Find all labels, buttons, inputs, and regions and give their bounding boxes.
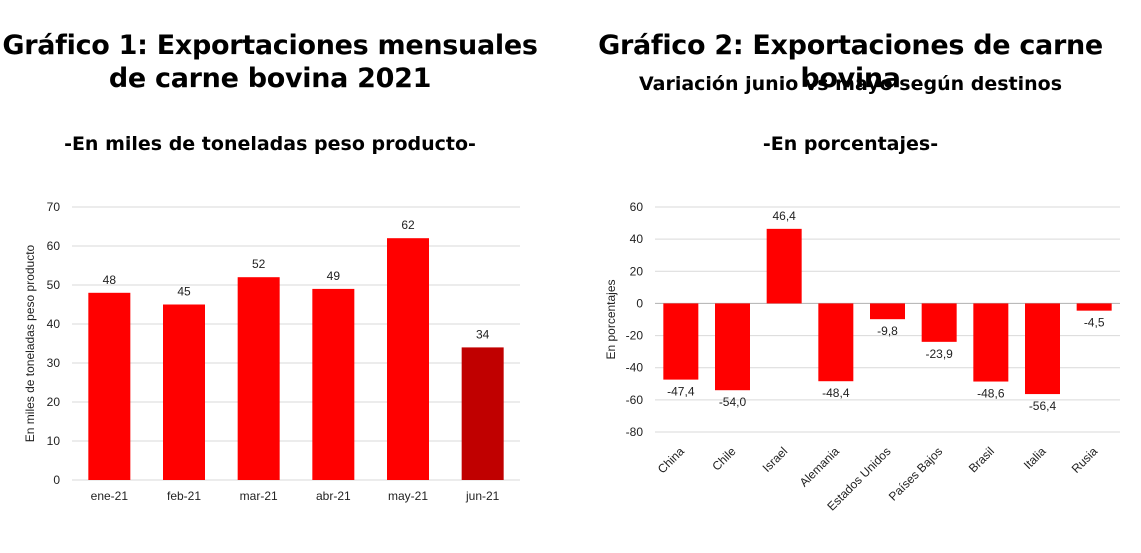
chart1-subtitle: -En miles de toneladas peso producto- xyxy=(64,133,476,155)
data-label: -48,6 xyxy=(977,387,1005,401)
y-tick-label: 10 xyxy=(47,434,61,448)
data-label: -23,9 xyxy=(925,347,953,361)
x-tick-label: may-21 xyxy=(388,489,428,503)
bar xyxy=(312,288,355,480)
bar xyxy=(387,238,429,480)
data-label: 49 xyxy=(327,269,341,283)
bar xyxy=(163,304,205,480)
bar xyxy=(715,303,750,391)
chart2-title: Gráfico 2: Exportaciones de carne bovina xyxy=(598,30,1103,94)
y-tick-label: 0 xyxy=(53,473,60,487)
bar xyxy=(870,303,905,320)
y-tick-label: 40 xyxy=(630,232,644,246)
data-label: -9,8 xyxy=(877,324,898,338)
bar xyxy=(921,303,957,342)
y-tick-label: 50 xyxy=(47,278,61,292)
bar xyxy=(88,292,131,480)
y-tick-label: -80 xyxy=(626,425,644,439)
chart2-subtitle: Variación junio vs mayo según destinos xyxy=(638,73,1063,95)
x-tick-label: Brasil xyxy=(966,444,997,475)
x-tick-label: feb-21 xyxy=(167,489,201,503)
y-axis-label: En porcentajes xyxy=(604,279,618,359)
y-tick-label: 30 xyxy=(47,356,61,370)
y-tick-label: 20 xyxy=(47,395,61,409)
x-tick-label: mar-21 xyxy=(240,489,278,503)
y-tick-label: -20 xyxy=(626,329,644,343)
chart2-unit-note: -En porcentajes- xyxy=(762,133,939,155)
bar xyxy=(818,303,854,382)
x-tick-label: Italia xyxy=(1021,444,1049,472)
x-tick-label: ene-21 xyxy=(91,489,129,503)
bar xyxy=(1025,303,1060,395)
data-label: 45 xyxy=(177,285,191,299)
x-tick-label: Chile xyxy=(709,444,738,473)
y-tick-label: -60 xyxy=(626,393,644,407)
data-label: 52 xyxy=(252,257,266,271)
data-label: 62 xyxy=(401,218,415,232)
bar xyxy=(663,303,699,380)
x-tick-label: abr-21 xyxy=(316,489,351,503)
x-tick-label: China xyxy=(655,444,687,476)
x-tick-label: Países Bajos xyxy=(886,444,945,503)
data-label: -4,5 xyxy=(1084,316,1105,330)
y-tick-label: 60 xyxy=(630,200,644,214)
y-tick-label: 20 xyxy=(630,264,644,278)
y-tick-label: 40 xyxy=(47,317,61,331)
y-tick-label: 70 xyxy=(47,200,61,214)
data-label: -48,4 xyxy=(822,386,850,400)
bar xyxy=(237,277,280,480)
x-tick-label: Rusia xyxy=(1069,444,1101,476)
data-label: -47,4 xyxy=(667,385,695,399)
bar xyxy=(973,303,1009,382)
data-label: -54,0 xyxy=(719,395,747,409)
x-tick-label: jun-21 xyxy=(465,489,500,503)
x-tick-label: Israel xyxy=(760,444,791,475)
data-label: 34 xyxy=(476,327,490,341)
y-tick-label: 60 xyxy=(47,239,61,253)
x-tick-label: Alemania xyxy=(797,444,843,490)
y-tick-label: -40 xyxy=(626,361,644,375)
bar xyxy=(461,347,504,480)
y-axis-label: En miles de toneladas peso producto xyxy=(23,244,37,442)
chart1-title: Gráfico 1: Exportaciones mensuales de ca… xyxy=(2,30,538,94)
data-label: -56,4 xyxy=(1029,399,1057,413)
bar xyxy=(1076,303,1112,311)
data-label: 48 xyxy=(103,273,117,287)
bar xyxy=(766,228,802,304)
y-tick-label: 0 xyxy=(636,296,643,310)
data-label: 46,4 xyxy=(772,209,796,223)
